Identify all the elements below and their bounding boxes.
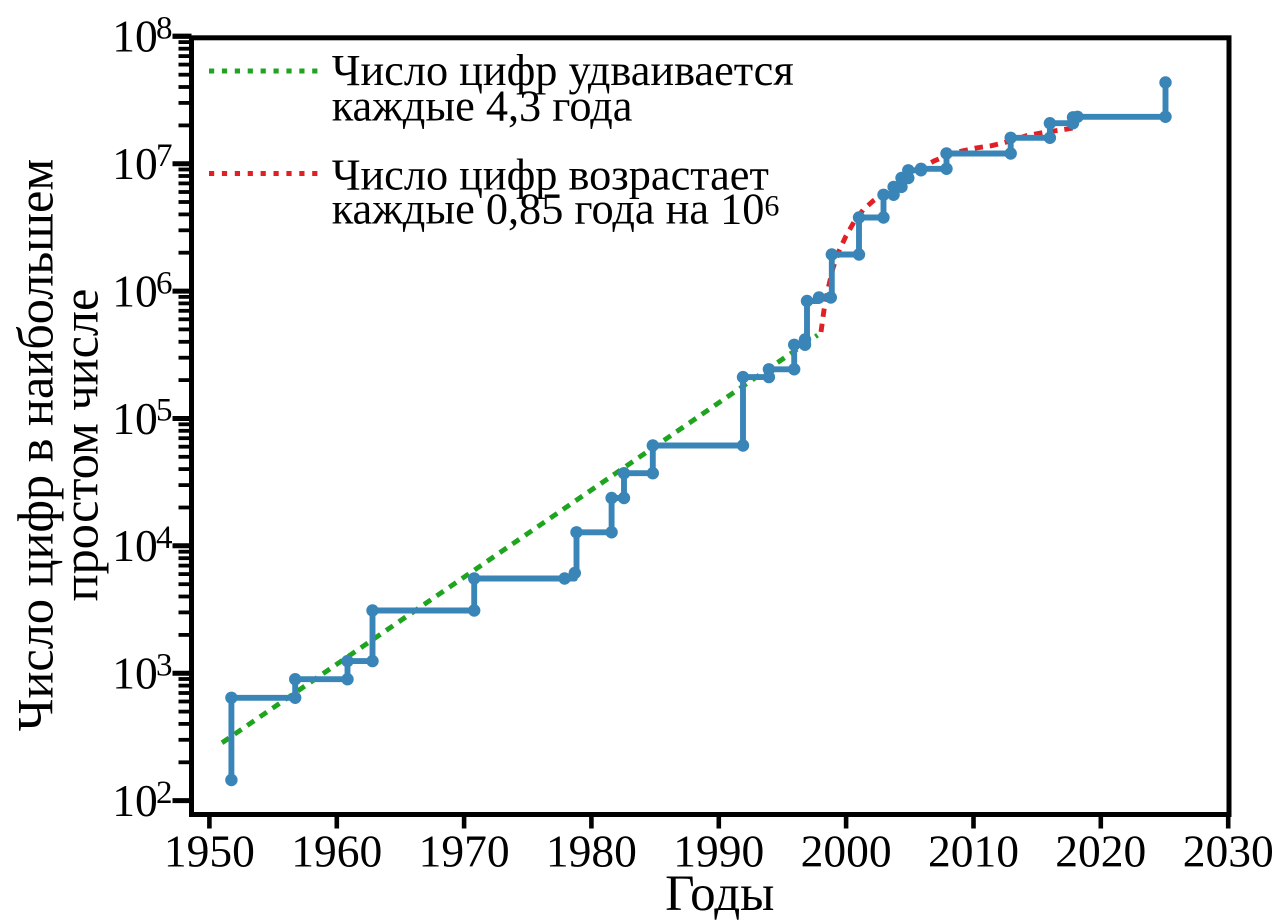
svg-text:10: 10 [112,266,158,317]
svg-text:3: 3 [156,647,173,683]
svg-text:2030: 2030 [1183,826,1274,877]
svg-text:каждые 4,3 года: каждые 4,3 года [332,81,633,130]
svg-text:2000: 2000 [801,826,892,877]
svg-text:10: 10 [112,775,158,826]
svg-text:1950: 1950 [164,826,255,877]
svg-text:7: 7 [156,138,173,174]
svg-text:Число цифр удваивается: Число цифр удваивается [332,46,794,95]
svg-text:2020: 2020 [1055,826,1146,877]
svg-text:10: 10 [112,138,158,189]
svg-text:2010: 2010 [928,826,1019,877]
svg-text:10: 10 [112,520,158,571]
svg-text:10: 10 [112,393,158,444]
svg-text:Число цифр в наибольшем: Число цифр в наибольшем [8,159,64,731]
svg-text:1980: 1980 [546,826,637,877]
svg-text:1990: 1990 [673,826,764,877]
svg-text:Число цифр возрастает: Число цифр возрастает [332,151,769,200]
svg-text:8: 8 [156,11,173,47]
svg-text:Годы: Годы [665,866,774,922]
svg-text:простом числе: простом числе [53,289,109,602]
svg-text:1970: 1970 [419,826,510,877]
svg-text:6: 6 [156,265,173,301]
svg-text:1960: 1960 [291,826,382,877]
svg-text:4: 4 [156,520,173,556]
svg-text:каждые 0,85 года на 106: каждые 0,85 года на 106 [332,185,780,234]
svg-text:10: 10 [112,11,158,62]
svg-text:2: 2 [156,775,173,811]
svg-text:10: 10 [112,648,158,699]
svg-text:5: 5 [156,393,173,429]
